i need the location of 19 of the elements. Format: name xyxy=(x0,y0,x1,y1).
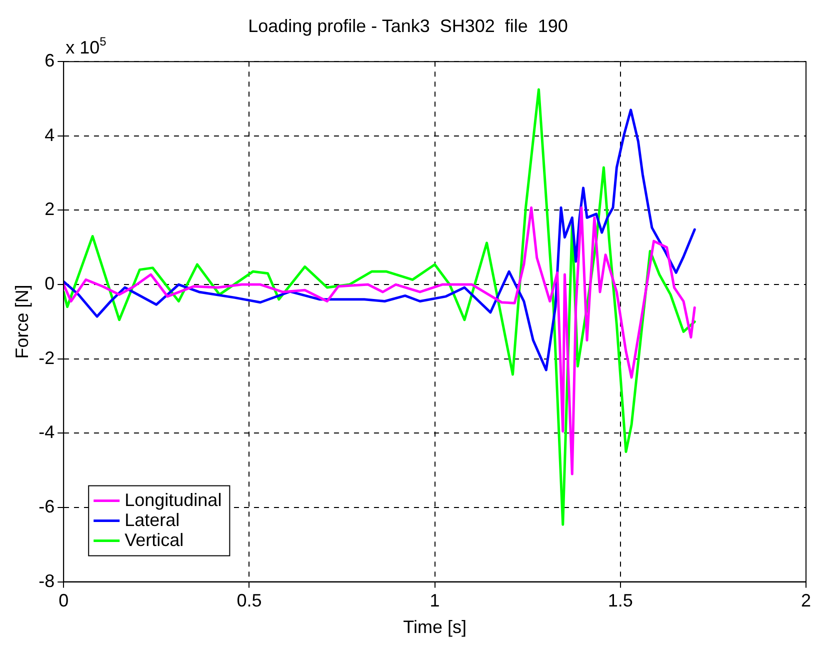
legend-label: Vertical xyxy=(124,530,184,550)
x-axis-title: Time [s] xyxy=(403,617,466,638)
y-tick-label: -6 xyxy=(38,496,55,516)
x-tick-label: 1.5 xyxy=(608,590,633,611)
chart-title: Loading profile - Tank3 SH302 file 190 xyxy=(248,16,568,36)
y-tick-label: 2 xyxy=(44,199,55,220)
y-tick-label: 4 xyxy=(44,124,55,145)
x-tick-label: 0.5 xyxy=(236,590,262,611)
legend-label: Lateral xyxy=(124,510,180,530)
x-tick-label: 2 xyxy=(800,590,812,611)
y-tick-label: -2 xyxy=(38,348,55,368)
y-tick-label: 0 xyxy=(44,274,55,294)
legend-label: Longitudinal xyxy=(124,490,222,510)
y-tick-label: -8 xyxy=(38,570,55,591)
y-axis-title: Force [N] xyxy=(12,284,32,359)
y-tick-label: 6 xyxy=(44,50,55,71)
x-tick-label: 1 xyxy=(430,590,440,611)
y-tick-label: -4 xyxy=(38,422,55,442)
x-tick-label: 0 xyxy=(58,590,69,611)
